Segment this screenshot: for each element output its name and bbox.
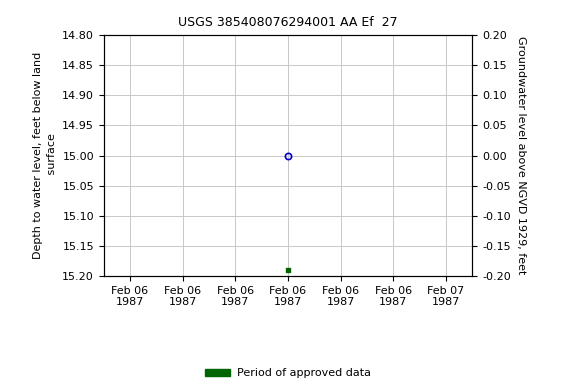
Title: USGS 385408076294001 AA Ef  27: USGS 385408076294001 AA Ef 27 [178, 16, 398, 29]
Y-axis label: Groundwater level above NGVD 1929, feet: Groundwater level above NGVD 1929, feet [516, 36, 526, 275]
Y-axis label: Depth to water level, feet below land
 surface: Depth to water level, feet below land su… [33, 52, 56, 259]
Legend: Period of approved data: Period of approved data [206, 368, 370, 379]
